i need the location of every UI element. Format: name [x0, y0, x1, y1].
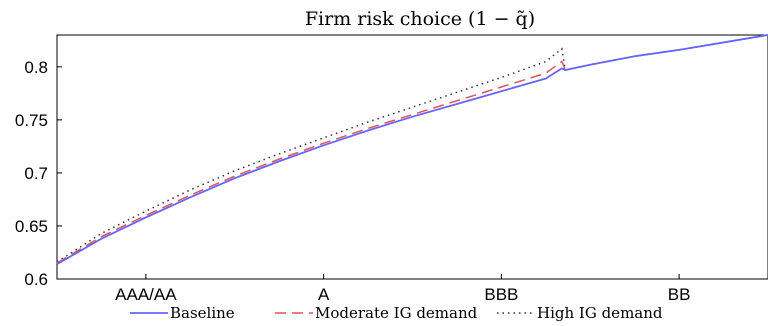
- series-line: [56, 34, 768, 263]
- x-tick-label: A: [318, 285, 330, 304]
- chart-title: Firm risk choice (1 − q̃): [305, 8, 535, 30]
- series-line: [56, 34, 768, 265]
- legend: Baseline Moderate IG demand High IG demand: [130, 304, 663, 322]
- series-lines: [56, 34, 768, 265]
- x-tick-label: BBB: [484, 285, 518, 304]
- legend-label: Moderate IG demand: [315, 304, 478, 322]
- y-tick-label: 0.65: [15, 217, 48, 236]
- x-tick-label: AAA/AA: [115, 285, 177, 304]
- plot-area-frame: [56, 34, 768, 280]
- legend-label: Baseline: [170, 304, 235, 322]
- x-tick-label: BB: [668, 285, 691, 304]
- legend-label: High IG demand: [537, 304, 663, 322]
- y-tick-label: 0.8: [24, 58, 48, 77]
- x-axis: AAA/AA A BBB BB: [115, 274, 690, 304]
- series-line: [56, 34, 768, 264]
- y-axis: 0.6 0.65 0.7 0.75 0.8: [15, 58, 62, 289]
- y-tick-label: 0.75: [15, 111, 48, 130]
- y-tick-label: 0.7: [24, 164, 48, 183]
- y-tick-label: 0.6: [24, 270, 48, 289]
